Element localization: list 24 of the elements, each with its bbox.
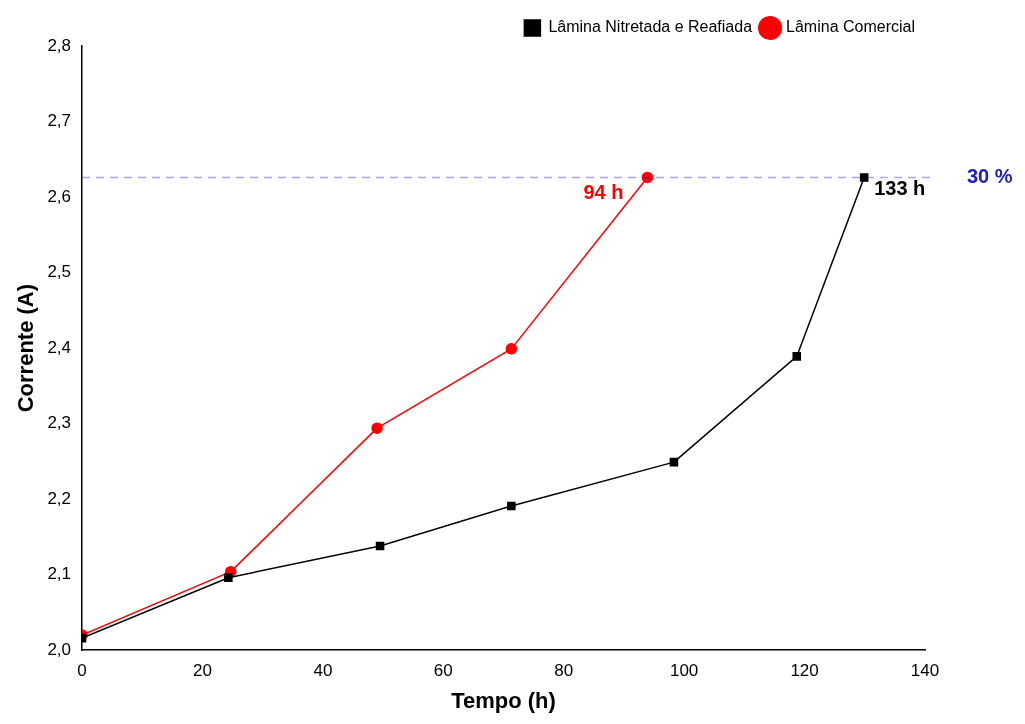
y-tick-label: 2,5	[47, 262, 72, 282]
y-tick-label: 2,3	[47, 413, 72, 433]
legend-label: Lâmina Comercial	[786, 18, 915, 36]
x-tick-label: 40	[313, 661, 333, 681]
y-tick-label: 2,0	[47, 639, 72, 659]
y-tick-label: 2,4	[47, 337, 72, 357]
x-tick-label: 120	[790, 661, 819, 681]
annotation: 94 h	[583, 180, 624, 203]
x-axis-title: Tempo (h)	[451, 687, 556, 713]
y-tick-label: 2,7	[47, 111, 72, 131]
y-axis-title: Corrente (A)	[13, 283, 39, 413]
annotation: 133 h	[874, 176, 926, 199]
text: 30 %	[967, 164, 1013, 187]
x-tick-label: 80	[554, 661, 574, 681]
x-tick-label: 60	[433, 661, 453, 681]
y-tick-label: 2,2	[47, 488, 72, 508]
x-tick-label: 20	[193, 661, 212, 681]
y-tick-label: 2,6	[47, 186, 72, 206]
y-tick-label: 2,8	[47, 35, 72, 55]
legend-label: Lâmina Nitretada e Reafiada	[548, 18, 753, 36]
x-tick-label: 100	[669, 661, 699, 681]
x-tick-label: 0	[77, 661, 87, 681]
y-tick-label: 2,1	[47, 564, 72, 584]
x-tick-label: 140	[910, 661, 940, 681]
